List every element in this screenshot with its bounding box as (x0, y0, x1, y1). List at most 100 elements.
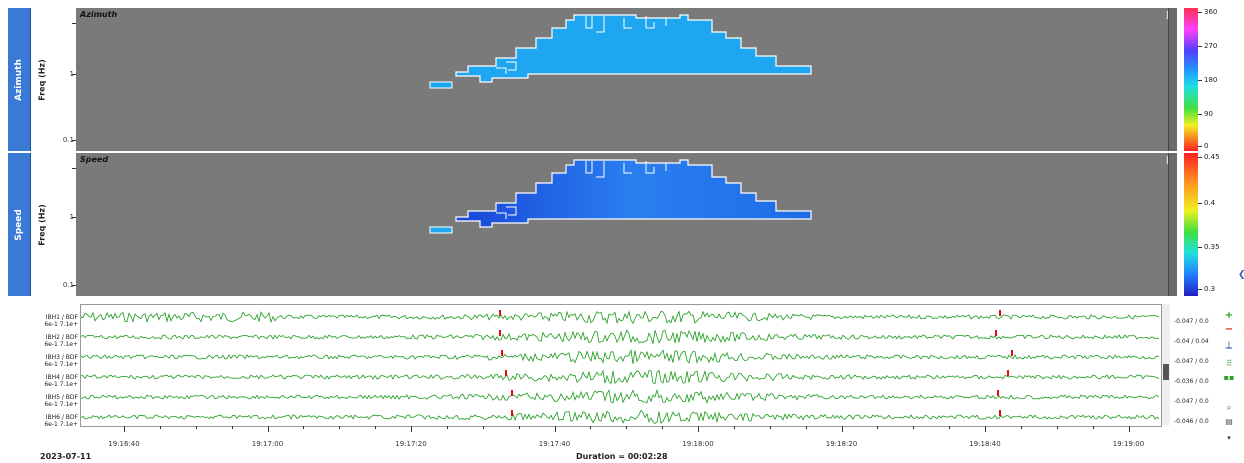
pick-icon[interactable]: ⟂ (1225, 340, 1233, 351)
time-minor-tick (231, 426, 233, 429)
speed-patch (429, 226, 453, 234)
azimuth-plot[interactable]: Azimuth (76, 8, 1170, 151)
time-tick (841, 426, 843, 432)
time-tick-label: 19:17:40 (538, 440, 571, 448)
trace-line (80, 348, 1160, 365)
ytick-label: 0.1 (62, 136, 74, 144)
time-minor-tick (339, 426, 341, 429)
azimuth-title: Azimuth (80, 10, 118, 19)
pick-marker[interactable] (499, 310, 501, 316)
time-tick (124, 426, 125, 432)
time-tick (411, 426, 412, 432)
waveform-scrollbar[interactable] (1162, 304, 1170, 425)
waveform-view[interactable] (80, 304, 1162, 427)
pick-marker[interactable] (999, 410, 1001, 416)
time-minor-tick (1056, 426, 1058, 429)
time-minor-tick (733, 426, 735, 429)
time-minor-tick (626, 426, 628, 429)
time-minor-tick (1020, 426, 1022, 429)
ytick-label: 0.1 (62, 281, 74, 289)
time-minor-tick (1092, 426, 1094, 429)
pick-marker[interactable] (1011, 350, 1013, 356)
trace-label: IBH2 / BDF 6e-1 7.1e+ (44, 334, 78, 348)
pick-marker[interactable] (1007, 370, 1009, 376)
azimuth-yaxis: 1 0.1 (52, 8, 76, 151)
time-minor-tick (769, 426, 771, 429)
time-tick-label: 19:17:20 (395, 440, 427, 448)
scroll-thumb[interactable] (1163, 364, 1169, 380)
time-minor-tick (662, 426, 664, 429)
trace-line (80, 310, 1160, 325)
minus-icon[interactable]: − (1224, 324, 1234, 335)
pick-marker[interactable] (999, 310, 1001, 316)
azimuth-colorbar (1184, 8, 1198, 151)
time-tick (698, 426, 699, 432)
pick-marker[interactable] (505, 370, 507, 376)
time-minor-tick (949, 426, 951, 429)
time-minor-tick (913, 426, 915, 429)
trace-label: IBH3 / BDF 6e-1 7.1e+ (44, 354, 78, 368)
trace-range: -0.047 / 0.0 (1174, 358, 1209, 365)
pick-marker[interactable] (511, 390, 513, 396)
grid-icon[interactable]: ⠿ (1226, 359, 1232, 368)
time-minor-tick (303, 426, 305, 429)
chevron-down-icon[interactable]: ▾ (1227, 434, 1231, 442)
trace-label: IBH5 / BDF 6e-1 7.1e+ (44, 394, 78, 408)
date-label: 2023-07-11 (40, 452, 92, 461)
time-tick (985, 426, 986, 432)
pick-marker[interactable] (501, 350, 503, 356)
time-tick (267, 426, 269, 432)
azimuth-tab[interactable]: Azimuth (8, 8, 31, 151)
time-minor-tick (195, 426, 197, 429)
azimuth-colorbar-labels: 360 270 180 90 0 (1198, 8, 1238, 151)
azimuth-patch (429, 81, 453, 89)
trace-range: -0.047 / 0.0 (1174, 398, 1209, 405)
trace-label: IBH6 / BDF 6e-1 7.1e+ (44, 414, 78, 428)
collapse-icon[interactable]: ❮ (1238, 270, 1244, 282)
trace-label: IBH4 / BDF 6e-1 7.1e+ (44, 374, 78, 388)
speed-scrollbar[interactable] (1168, 153, 1177, 296)
trace-range: -0.04 / 0.04 (1174, 338, 1209, 345)
azimuth-region (455, 14, 812, 83)
azimuth-ylabel: Freq (Hz) (37, 58, 47, 101)
speed-tab[interactable]: Speed (8, 153, 31, 296)
time-minor-tick (805, 426, 807, 429)
grid-icon[interactable]: ▪▪ (1223, 373, 1235, 382)
trace-line (80, 388, 1160, 404)
azimuth-panel: Azimuth Freq (Hz) 1 0.1 Azimuth + 360 27… (8, 8, 1217, 151)
time-tick-label: 19:19:00 (1112, 440, 1145, 448)
time-tick-label: 19:17:00 (251, 440, 284, 448)
speed-colorbar-labels: 0.45 0.4 0.35 0.3 (1198, 153, 1238, 296)
zoom-icon[interactable]: ⌕ (1226, 403, 1232, 412)
speed-plot[interactable]: Speed (76, 153, 1170, 296)
time-minor-tick (446, 426, 448, 429)
time-tick-label: 19:16:40 (108, 440, 140, 448)
time-tick-label: 19:18:20 (825, 440, 858, 448)
time-tick-label: 19:18:40 (969, 440, 1001, 448)
time-tick (1128, 426, 1130, 432)
pick-marker[interactable] (995, 330, 997, 336)
time-minor-tick (518, 426, 520, 429)
speed-colorbar (1184, 153, 1198, 296)
pick-marker[interactable] (499, 330, 501, 336)
speed-region (455, 159, 812, 228)
time-axis: 19:16:40 19:17:00 19:17:20 19:17:40 19:18:00… (80, 426, 1160, 452)
time-minor-tick (877, 426, 879, 429)
settings-icon[interactable]: ▤ (1225, 417, 1233, 426)
duration-label: Duration = 00:02:28 (576, 452, 668, 461)
speed-yaxis: 1 0.1 (52, 153, 76, 296)
trace-line (80, 329, 1160, 344)
ytick-label: 1 (69, 213, 74, 221)
pick-marker[interactable] (511, 410, 513, 416)
time-minor-tick (375, 426, 377, 429)
plus-icon[interactable]: + (1224, 310, 1234, 321)
speed-title: Speed (80, 155, 109, 164)
trace-range: -0.036 / 0.0 (1174, 378, 1209, 385)
azimuth-scrollbar[interactable] (1168, 8, 1177, 151)
time-minor-tick (482, 426, 484, 429)
time-tick (554, 426, 556, 432)
pick-marker[interactable] (997, 390, 999, 396)
speed-ylabel: Freq (Hz) (37, 203, 47, 246)
trace-range: -0.046 / 0.0 (1174, 418, 1209, 425)
speed-panel: Speed Freq (Hz) 1 0.1 Speed + 0.45 0.4 0… (8, 153, 1220, 296)
